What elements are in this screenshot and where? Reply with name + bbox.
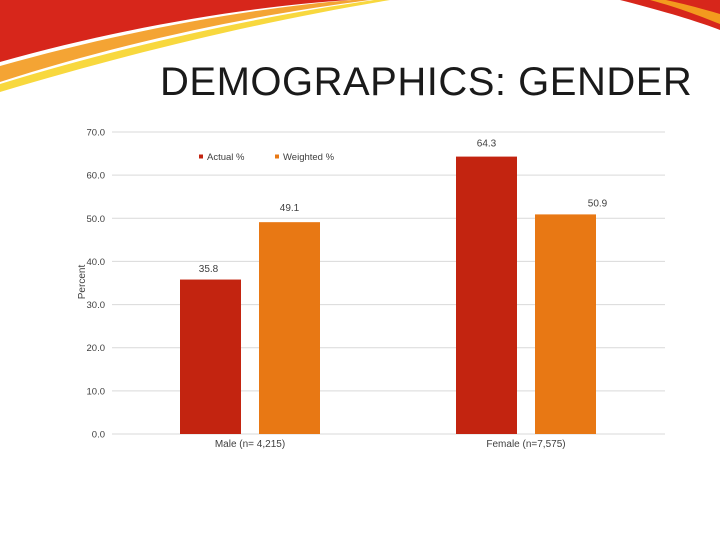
data-label: 50.9 [588, 198, 608, 209]
legend-swatch [199, 154, 203, 159]
y-tick-label: 60.0 [87, 171, 106, 182]
slide-title: DEMOGRAPHICS: GENDER [160, 60, 693, 104]
legend-label: Actual % [207, 152, 245, 163]
y-tick-label: 40.0 [87, 257, 106, 268]
bar-weighted-female [535, 214, 596, 434]
bar-weighted-male [259, 222, 320, 434]
swoosh-orange-right [650, 0, 720, 24]
y-tick-label: 50.0 [87, 214, 106, 225]
data-label: 64.3 [477, 139, 497, 150]
chart-legend: Actual % Weighted % [199, 152, 335, 163]
y-tick-label: 20.0 [87, 343, 106, 354]
y-tick-label: 0.0 [92, 430, 105, 441]
swoosh-red-band [0, 0, 350, 62]
x-axis-categories: Male (n= 4,215) Female (n=7,575) [215, 439, 566, 450]
y-tick-label: 70.0 [87, 128, 106, 139]
data-label: 35.8 [199, 264, 219, 275]
chart-bars [180, 156, 596, 434]
bar-actual-female [456, 156, 517, 434]
legend-label: Weighted % [283, 152, 335, 163]
x-category-label: Male (n= 4,215) [215, 439, 285, 450]
bar-actual-male [180, 279, 241, 434]
x-category-label: Female (n=7,575) [486, 439, 565, 450]
data-label: 49.1 [280, 203, 300, 214]
decorative-swoosh [0, 0, 720, 92]
y-axis-label: Percent [77, 265, 88, 300]
y-tick-label: 10.0 [87, 386, 106, 397]
legend-swatch [275, 154, 279, 159]
data-labels: 35.8 49.1 64.3 50.9 [199, 139, 608, 275]
y-tick-label: 30.0 [87, 300, 106, 311]
y-axis-ticks: 0.0 10.0 20.0 30.0 40.0 50.0 60.0 70.0 [87, 128, 106, 441]
